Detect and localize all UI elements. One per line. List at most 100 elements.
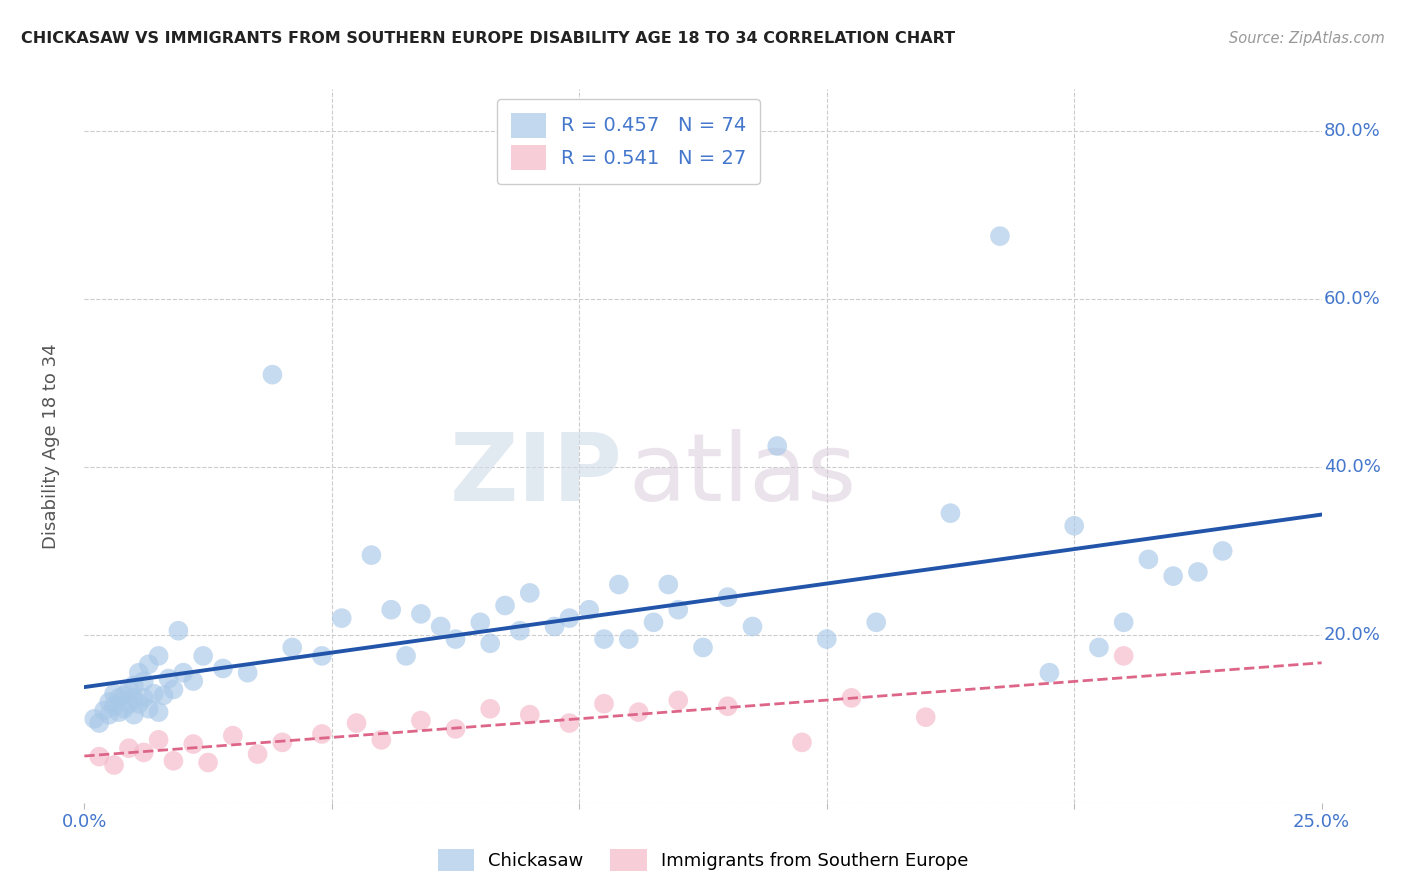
Point	[108, 690, 131, 705]
Point	[543, 619, 565, 633]
Point	[444, 722, 467, 736]
Point	[666, 693, 689, 707]
Point	[112, 702, 135, 716]
Point	[152, 689, 174, 703]
Point	[360, 548, 382, 562]
Point	[138, 702, 160, 716]
Point	[1161, 569, 1184, 583]
Legend: Chickasaw, Immigrants from Southern Europe: Chickasaw, Immigrants from Southern Euro…	[430, 842, 976, 879]
Point	[118, 741, 141, 756]
Text: ZIP: ZIP	[450, 428, 623, 521]
Point	[1112, 615, 1135, 630]
Point	[271, 735, 294, 749]
Point	[236, 665, 259, 680]
Point	[346, 716, 368, 731]
Point	[1112, 648, 1135, 663]
Point	[181, 737, 204, 751]
Point	[162, 754, 184, 768]
Point	[157, 672, 180, 686]
Point	[118, 682, 141, 697]
Point	[380, 603, 402, 617]
Point	[89, 716, 111, 731]
Point	[519, 586, 541, 600]
Point	[118, 697, 141, 711]
Point	[148, 705, 170, 719]
Text: CHICKASAW VS IMMIGRANTS FROM SOUTHERN EUROPE DISABILITY AGE 18 TO 34 CORRELATION: CHICKASAW VS IMMIGRANTS FROM SOUTHERN EU…	[21, 31, 955, 46]
Point	[172, 665, 194, 680]
Point	[108, 705, 131, 719]
Point	[103, 758, 125, 772]
Point	[138, 657, 160, 672]
Point	[1088, 640, 1111, 655]
Point	[815, 632, 838, 646]
Point	[98, 707, 121, 722]
Point	[181, 674, 204, 689]
Point	[939, 506, 962, 520]
Point	[1137, 552, 1160, 566]
Point	[222, 729, 245, 743]
Point	[191, 648, 214, 663]
Point	[89, 749, 111, 764]
Point	[1212, 544, 1234, 558]
Point	[148, 648, 170, 663]
Point	[741, 619, 763, 633]
Point	[766, 439, 789, 453]
Text: atlas: atlas	[628, 428, 858, 521]
Point	[395, 648, 418, 663]
Point	[128, 665, 150, 680]
Point	[643, 615, 665, 630]
Point	[103, 687, 125, 701]
Point	[311, 648, 333, 663]
Point	[479, 636, 502, 650]
Point	[717, 699, 740, 714]
Point	[509, 624, 531, 638]
Point	[914, 710, 936, 724]
Point	[112, 689, 135, 703]
Text: Source: ZipAtlas.com: Source: ZipAtlas.com	[1229, 31, 1385, 46]
Point	[479, 702, 502, 716]
Point	[409, 607, 432, 621]
Point	[93, 703, 115, 717]
Point	[98, 695, 121, 709]
Point	[692, 640, 714, 655]
Text: 40.0%: 40.0%	[1324, 458, 1381, 476]
Point	[790, 735, 813, 749]
Point	[607, 577, 630, 591]
Text: 20.0%: 20.0%	[1324, 626, 1381, 644]
Point	[627, 705, 650, 719]
Point	[717, 590, 740, 604]
Point	[197, 756, 219, 770]
Point	[593, 632, 616, 646]
Point	[558, 716, 581, 731]
Point	[142, 687, 165, 701]
Point	[865, 615, 887, 630]
Point	[262, 368, 284, 382]
Point	[330, 611, 353, 625]
Legend: R = 0.457   N = 74, R = 0.541   N = 27: R = 0.457 N = 74, R = 0.541 N = 27	[498, 99, 761, 184]
Point	[657, 577, 679, 591]
Point	[666, 603, 689, 617]
Point	[494, 599, 516, 613]
Point	[148, 732, 170, 747]
Point	[1038, 665, 1060, 680]
Text: 80.0%: 80.0%	[1324, 122, 1381, 140]
Point	[444, 632, 467, 646]
Point	[281, 640, 304, 655]
Point	[122, 707, 145, 722]
Point	[409, 714, 432, 728]
Point	[212, 661, 235, 675]
Point	[1063, 518, 1085, 533]
Point	[578, 603, 600, 617]
Point	[246, 747, 269, 761]
Point	[128, 697, 150, 711]
Point	[132, 674, 155, 689]
Text: 60.0%: 60.0%	[1324, 290, 1381, 308]
Point	[429, 619, 451, 633]
Y-axis label: Disability Age 18 to 34: Disability Age 18 to 34	[42, 343, 60, 549]
Point	[83, 712, 105, 726]
Point	[593, 697, 616, 711]
Point	[470, 615, 492, 630]
Point	[519, 707, 541, 722]
Point	[132, 746, 155, 760]
Point	[162, 682, 184, 697]
